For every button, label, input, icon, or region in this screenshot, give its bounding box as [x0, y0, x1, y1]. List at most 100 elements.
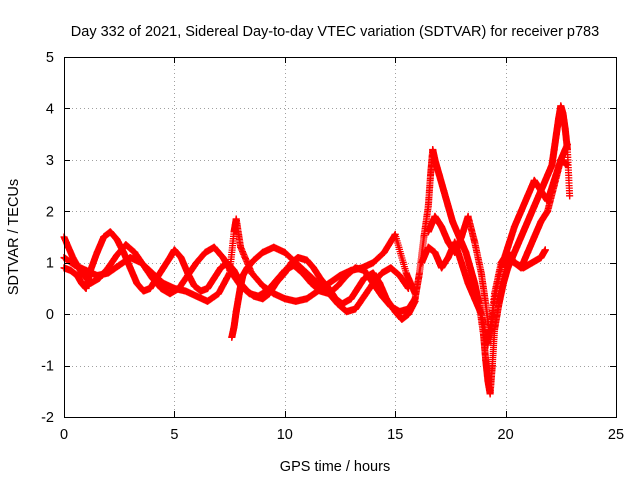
data-point [166, 290, 174, 298]
data-point [506, 256, 514, 264]
data-point [133, 279, 141, 287]
data-point [424, 202, 432, 210]
data-point [93, 248, 101, 256]
data-point [471, 279, 479, 287]
data-point [303, 269, 311, 277]
data-point [530, 176, 538, 184]
data-point [524, 248, 532, 256]
series-d [228, 243, 412, 341]
data-point [484, 377, 492, 385]
data-point [537, 254, 545, 262]
data-point [477, 269, 485, 277]
y-tick-label: 0 [46, 307, 54, 323]
data-point [548, 161, 556, 169]
data-point [270, 290, 278, 298]
data-point [488, 362, 496, 370]
data-point [453, 228, 461, 236]
data-point [566, 192, 574, 200]
data-point [369, 269, 377, 277]
data-point [504, 264, 512, 272]
data-point [148, 269, 156, 277]
data-point [462, 248, 470, 256]
data-point [281, 266, 289, 274]
data-point [294, 254, 302, 262]
data-point [106, 228, 114, 236]
data-point [431, 212, 439, 220]
data-point [232, 308, 240, 316]
data-point [530, 233, 538, 241]
data-point [303, 295, 311, 303]
data-point [243, 264, 251, 272]
data-point [398, 315, 406, 323]
data-point [444, 238, 452, 246]
data-point [343, 308, 351, 316]
data-point [457, 259, 465, 267]
x-tick-label: 5 [170, 427, 178, 443]
y-tick-label: -1 [41, 359, 54, 375]
data-point [369, 279, 377, 287]
data-point [354, 284, 362, 292]
y-axis-label: SDTVAR / TECUs [6, 179, 22, 295]
data-point [113, 251, 121, 259]
data-point [71, 261, 79, 269]
data-point [210, 243, 218, 251]
data-point [526, 212, 534, 220]
data-point [482, 356, 490, 364]
data-point [360, 292, 368, 300]
data-point [435, 171, 443, 179]
data-point [82, 266, 90, 274]
data-point [404, 284, 412, 292]
data-point [427, 171, 435, 179]
y-tick-label: -2 [41, 410, 54, 426]
data-point [336, 272, 344, 280]
data-point [521, 223, 529, 231]
data-point [510, 223, 518, 231]
data-point [82, 284, 90, 292]
data-point [230, 323, 238, 331]
data-point [552, 130, 560, 138]
data-point [292, 297, 300, 305]
data-point [314, 287, 322, 295]
data-point [544, 207, 552, 215]
data-point [484, 341, 492, 349]
data-point [404, 305, 412, 313]
y-tick-label: 5 [46, 50, 54, 66]
data-point [245, 290, 253, 298]
data-point [424, 243, 432, 251]
data-point [259, 282, 267, 290]
data-point [486, 390, 494, 398]
data-point [334, 300, 342, 308]
data-point [228, 333, 236, 341]
data-point [292, 259, 300, 267]
data-point [380, 248, 388, 256]
data-point [378, 269, 386, 277]
data-point [237, 282, 245, 290]
data-point [418, 259, 426, 267]
data-point [517, 207, 525, 215]
data-point [93, 272, 101, 280]
data-point [159, 279, 167, 287]
data-point [464, 279, 472, 287]
data-point [347, 295, 355, 303]
data-point [139, 287, 147, 295]
data-point [126, 254, 134, 262]
data-point [544, 171, 552, 179]
data-point [232, 215, 240, 223]
data-point [197, 287, 205, 295]
data-point [272, 277, 280, 285]
y-tick-label: 4 [46, 101, 54, 117]
data-point [502, 259, 510, 267]
data-point [113, 236, 121, 244]
data-point [559, 110, 567, 118]
data-point [504, 248, 512, 256]
y-tick-label: 3 [46, 153, 54, 169]
x-axis-label: GPS time / hours [280, 459, 390, 475]
grid [64, 57, 616, 417]
data-point [248, 269, 256, 277]
data-point [234, 295, 242, 303]
data-markers [60, 102, 574, 398]
data-point [438, 264, 446, 272]
data-point [177, 254, 185, 262]
data-point [226, 269, 234, 277]
